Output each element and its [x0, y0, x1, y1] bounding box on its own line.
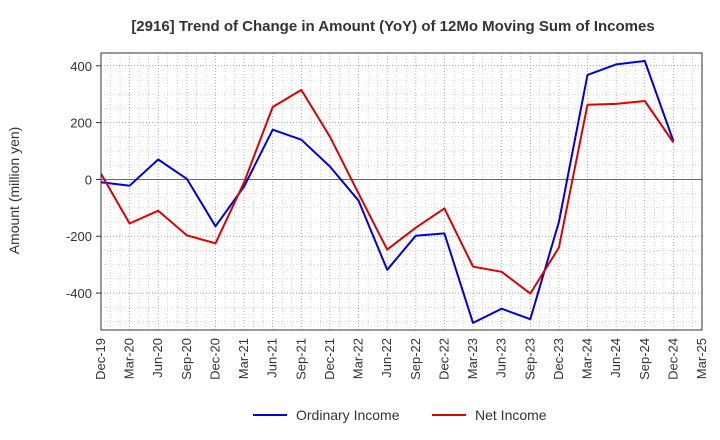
series-line-net-income	[100, 88, 675, 295]
x-tick-label: Mar-22	[351, 338, 366, 379]
x-tick-label: Mar-21	[236, 338, 251, 379]
y-tick-label: 0	[85, 172, 92, 187]
x-tick-label: Sep-22	[408, 338, 423, 380]
y-tick-label: -400	[66, 286, 92, 301]
axis-layer: Dec-19 Mar-20 Jun-20 Sep-20 Dec-20 Mar-21 Jun-…	[66, 59, 709, 380]
x-tick-label: Dec-24	[665, 338, 680, 380]
x-tick-label: Dec-21	[322, 338, 337, 380]
series-line-ordinary-income	[100, 60, 675, 324]
x-tick-label: Sep-21	[293, 338, 308, 380]
y-axis-label: Amount (million yen)	[6, 127, 22, 255]
plot-frame	[100, 52, 703, 331]
x-tick-label: Mar-25	[694, 338, 709, 379]
grid-layer	[100, 53, 703, 330]
x-tick-label: Jun-20	[150, 338, 165, 378]
x-tick-label: Mar-20	[122, 338, 137, 379]
x-tick-label: Sep-24	[637, 338, 652, 380]
x-tick-label: Mar-24	[580, 338, 595, 379]
x-tick-label: Jun-21	[265, 338, 280, 378]
legend-label: Ordinary Income	[296, 407, 400, 423]
y-tick-label: 400	[70, 59, 92, 74]
x-tick-label: Dec-20	[207, 338, 222, 380]
x-tick-label: Dec-23	[551, 338, 566, 380]
x-tick-label: Dec-19	[93, 338, 108, 380]
y-tick-label: -200	[66, 229, 92, 244]
legend-label: Net Income	[475, 407, 547, 423]
x-tick-label: Dec-22	[436, 338, 451, 380]
x-tick-label: Sep-23	[522, 338, 537, 380]
series-layer	[100, 60, 675, 324]
legend: Ordinary Income Net Income	[253, 407, 547, 423]
x-tick-label: Mar-23	[465, 338, 480, 379]
y-tick-label: 200	[70, 116, 92, 131]
x-tick-label: Jun-23	[494, 338, 509, 378]
x-tick-label: Jun-24	[608, 338, 623, 378]
x-tick-label: Sep-20	[179, 338, 194, 380]
chart-title: [2916] Trend of Change in Amount (YoY) o…	[131, 18, 654, 35]
plot-area	[101, 53, 702, 330]
x-tick-label: Jun-22	[379, 338, 394, 378]
